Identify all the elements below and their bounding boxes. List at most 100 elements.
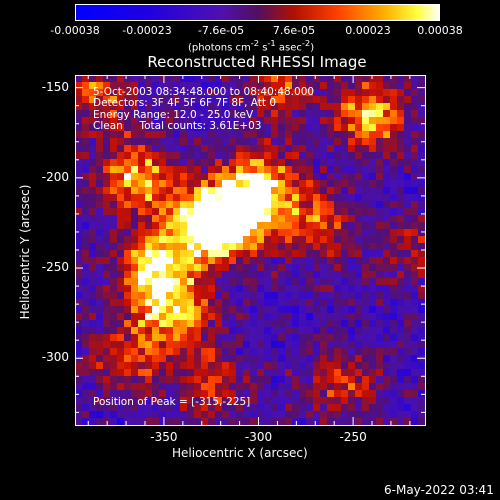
heatmap-cell (348, 390, 356, 398)
heatmap-cell (313, 292, 321, 300)
heatmap-cell (208, 208, 216, 216)
heatmap-cell (278, 404, 286, 412)
heatmap-cell (180, 348, 188, 356)
heatmap-cell (292, 201, 300, 209)
heatmap-cell (229, 152, 237, 160)
heatmap-cell (194, 390, 202, 398)
heatmap-cell (215, 411, 223, 419)
heatmap-cell (341, 194, 349, 202)
heatmap-cell (103, 215, 111, 223)
heatmap-cell (376, 383, 384, 391)
heatmap-cell (229, 131, 237, 139)
heatmap-cell (110, 89, 118, 97)
heatmap-cell (271, 348, 279, 356)
heatmap-cell (397, 313, 405, 321)
heatmap-cell (355, 278, 363, 286)
heatmap-cell (236, 229, 244, 237)
heatmap-cell (250, 103, 258, 111)
heatmap-cell (243, 89, 251, 97)
heatmap-cell (215, 278, 223, 286)
heatmap-cell (271, 82, 279, 90)
heatmap-cell (166, 383, 174, 391)
heatmap-cell (159, 376, 167, 384)
heatmap-cell (243, 131, 251, 139)
heatmap-cell (117, 418, 125, 426)
heatmap-cell (383, 306, 391, 314)
heatmap-cell (418, 75, 426, 83)
heatmap-cell (117, 292, 125, 300)
heatmap-cell (369, 271, 377, 279)
heatmap-cell (173, 383, 181, 391)
heatmap-cell (82, 313, 90, 321)
heatmap-cell (208, 411, 216, 419)
heatmap-cell (355, 306, 363, 314)
heatmap-cell (145, 208, 153, 216)
heatmap-cell (187, 229, 195, 237)
heatmap-cell (411, 278, 419, 286)
heatmap-cell (285, 180, 293, 188)
heatmap-cell (250, 131, 258, 139)
heatmap-cell (327, 208, 335, 216)
heatmap-cell (306, 306, 314, 314)
heatmap-cell (82, 145, 90, 153)
heatmap-cell (285, 145, 293, 153)
heatmap-cell (194, 250, 202, 258)
heatmap-cell (418, 250, 426, 258)
heatmap-cell (411, 82, 419, 90)
heatmap-cell (96, 131, 104, 139)
heatmap-cell (236, 166, 244, 174)
heatmap-cell (348, 320, 356, 328)
heatmap-cell (96, 285, 104, 293)
heatmap-cell (138, 313, 146, 321)
heatmap-cell (89, 89, 97, 97)
heatmap-cell (278, 376, 286, 384)
heatmap-cell (75, 229, 83, 237)
heatmap-cell (292, 369, 300, 377)
heatmap-cell (404, 159, 412, 167)
heatmap-cell (222, 264, 230, 272)
heatmap-cell (313, 271, 321, 279)
heatmap-cell (355, 82, 363, 90)
heatmap-cell (194, 152, 202, 160)
heatmap-cell (369, 348, 377, 356)
heatmap-cell (285, 292, 293, 300)
heatmap-cell (278, 320, 286, 328)
heatmap-cell (124, 313, 132, 321)
heatmap-cell (124, 334, 132, 342)
heatmap-cell (124, 376, 132, 384)
heatmap-cell (145, 236, 153, 244)
heatmap-cell (355, 124, 363, 132)
heatmap-cell (82, 320, 90, 328)
heatmap-cell (82, 89, 90, 97)
heatmap-cell (222, 208, 230, 216)
heatmap-cell (131, 208, 139, 216)
heatmap-cell (250, 285, 258, 293)
heatmap-cell (124, 362, 132, 370)
heatmap-cell (299, 159, 307, 167)
heatmap-cell (96, 264, 104, 272)
heatmap-cell (208, 383, 216, 391)
heatmap-cell (243, 145, 251, 153)
heatmap-cell (159, 285, 167, 293)
heatmap-cell (208, 222, 216, 230)
heatmap-cell (257, 194, 265, 202)
heatmap-cell (201, 145, 209, 153)
heatmap-cell (215, 292, 223, 300)
heatmap-cell (355, 208, 363, 216)
heatmap-cell (327, 215, 335, 223)
heatmap-cell (215, 173, 223, 181)
heatmap-cell (397, 229, 405, 237)
heatmap-cell (89, 376, 97, 384)
heatmap-cell (271, 327, 279, 335)
heatmap-cell (222, 236, 230, 244)
heatmap-cell (257, 362, 265, 370)
heatmap-cell (397, 124, 405, 132)
heatmap-cell (152, 173, 160, 181)
heatmap-cell (82, 327, 90, 335)
heatmap-cell (320, 397, 328, 405)
heatmap-cell (145, 362, 153, 370)
heatmap-cell (376, 250, 384, 258)
heatmap-cell (376, 173, 384, 181)
heatmap-cell (166, 285, 174, 293)
heatmap-cell (271, 187, 279, 195)
